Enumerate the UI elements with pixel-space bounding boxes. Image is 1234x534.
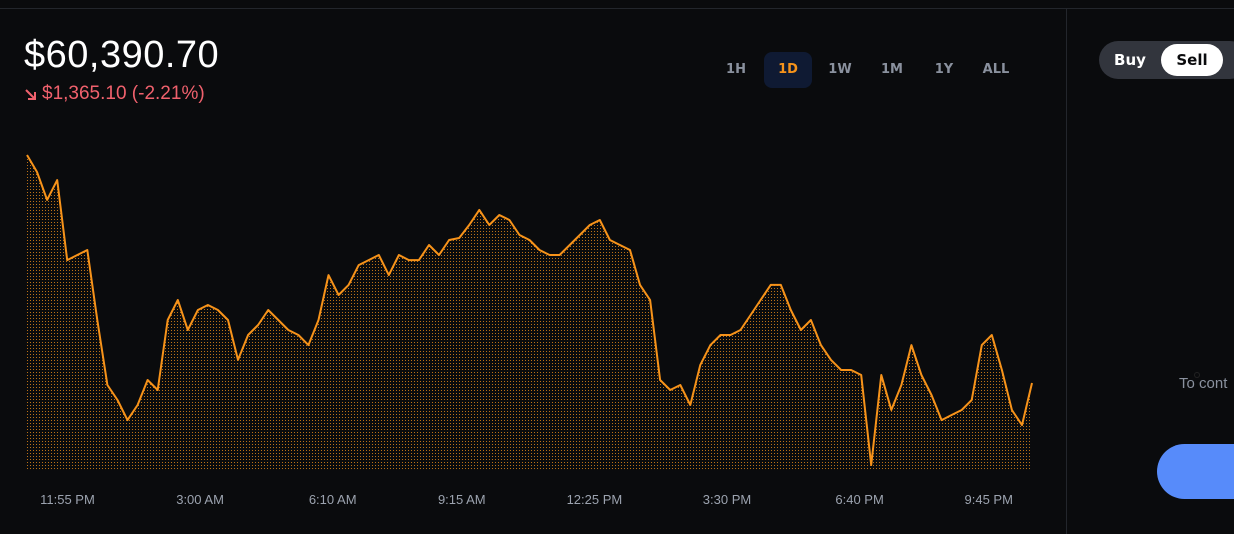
timeframe-selector: 1H 1D 1W 1M 1Y ALL — [712, 52, 1020, 88]
trade-tab[interactable]: Buy — [1114, 51, 1146, 69]
timeframe-button[interactable]: 1M — [881, 62, 903, 77]
price-change: $1,365.10 (-2.21%) — [24, 83, 205, 105]
price-line — [26, 154, 1033, 466]
top-border — [0, 8, 1234, 9]
timeframe-button[interactable]: 1Y — [934, 62, 954, 77]
x-tick-label: 9:15 AM — [438, 492, 486, 507]
x-tick-label: 11:55 PM — [40, 492, 95, 507]
dot — [1195, 373, 1199, 377]
change-text: $1,365.10 (-2.21%) — [42, 83, 205, 104]
x-tick-label: 3:30 PM — [703, 492, 751, 507]
x-tick-label: 3:00 AM — [176, 492, 224, 507]
timeframe-button[interactable]: 1D — [764, 52, 812, 88]
timeframe-button[interactable]: ALL — [982, 62, 1010, 77]
timeframe-button[interactable]: 1W — [828, 62, 852, 77]
note-text: To cont — [1179, 375, 1228, 392]
chart: 11:55 PM 3:00 AM 6:10 AM 9:15 AM 12:25 PM 3:3… — [26, 154, 1033, 507]
buy-sell-toggle: Buy Sell — [1099, 41, 1234, 79]
divider — [1066, 8, 1067, 534]
trade-tab[interactable]: Sell — [1161, 44, 1223, 76]
x-tick-label: 6:40 PM — [835, 492, 883, 507]
timeframe-button[interactable]: 1H — [726, 62, 746, 77]
x-tick-label: 12:25 PM — [567, 492, 623, 507]
price: $60,390.70 — [24, 34, 220, 76]
action-button[interactable] — [1157, 444, 1234, 499]
x-tick-label: 9:45 PM — [965, 492, 1013, 507]
down-arrow-icon — [25, 89, 36, 100]
area-fill — [27, 155, 1032, 471]
x-tick-label: 6:10 AM — [309, 492, 357, 507]
